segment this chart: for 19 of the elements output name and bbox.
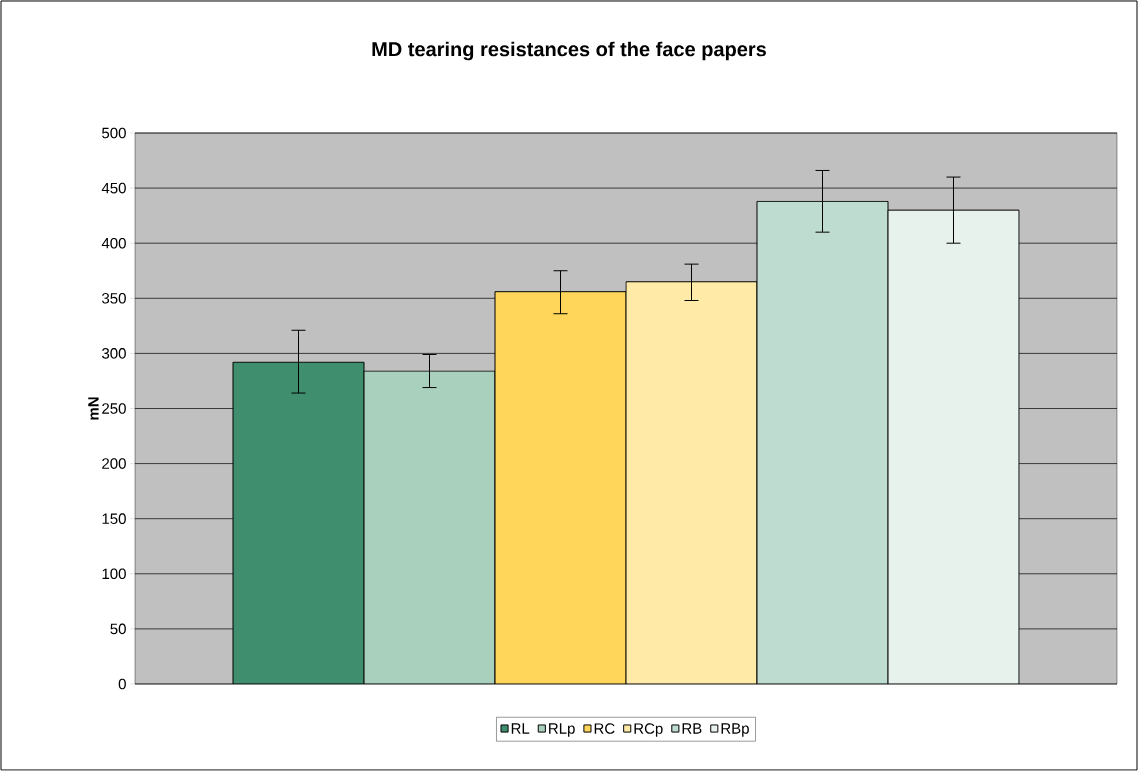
y-tick-label: 350 [102,292,126,304]
y-tick-label: 450 [101,182,126,194]
legend-label: RBp [721,723,749,737]
y-tick-label: 500 [102,127,126,139]
y-tick-label: 300 [102,348,126,359]
y-tick-label: 150 [102,513,126,524]
y-tick-label: 0 [118,678,126,690]
legend-label: RLp [549,723,575,737]
legend-label: RB [682,723,702,734]
y-tick-label: 400 [101,237,126,249]
y-tick-label: 50 [110,623,126,635]
y-tick-label: 250 [102,403,126,414]
y-tick-label: 100 [102,568,126,580]
legend-label: RCp [634,723,663,737]
y-axis-title: mN [88,397,99,420]
chart-title: MD tearing resistances of the face papers [372,41,766,61]
legend-label: RL [511,723,530,734]
y-tick-label: 200 [102,458,126,469]
legend-label: RC [594,723,615,734]
